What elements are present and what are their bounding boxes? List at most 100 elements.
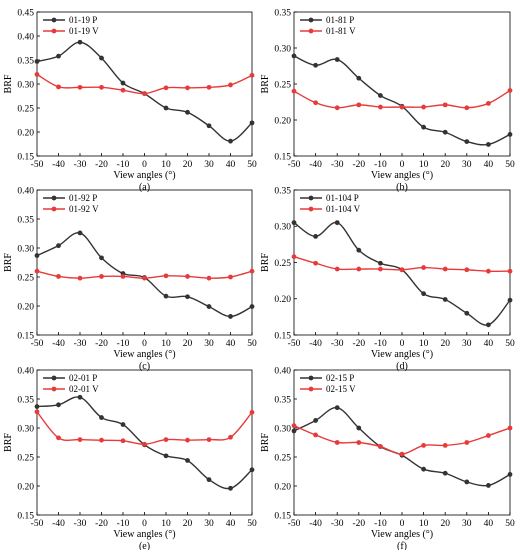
series-line-p — [293, 406, 511, 487]
data-point — [334, 405, 340, 411]
x-tick-label: -20 — [95, 160, 108, 170]
data-point — [399, 267, 405, 273]
data-point — [334, 440, 340, 445]
x-tick-label: 40 — [226, 160, 236, 170]
data-point — [291, 254, 297, 260]
y-axis-title: BRF — [260, 433, 271, 452]
y-tick-label: 0.40 — [17, 186, 34, 196]
x-tick-label: 10 — [161, 519, 171, 529]
data-point — [99, 274, 104, 279]
x-tick-label: -30 — [74, 160, 87, 170]
data-point — [486, 142, 491, 147]
data-point — [356, 440, 362, 445]
legend-label: 01-104 V — [326, 204, 361, 214]
data-point — [120, 80, 126, 86]
x-tick-label: -40 — [309, 519, 322, 529]
data-point — [34, 268, 40, 274]
x-tick-label: -50 — [288, 160, 301, 170]
data-point — [334, 220, 340, 226]
x-tick-label: 50 — [505, 339, 515, 349]
data-point — [77, 39, 83, 45]
data-point — [142, 91, 147, 96]
data-point — [356, 425, 362, 431]
panel-label: (d) — [396, 361, 408, 372]
x-tick-label: 20 — [183, 160, 193, 170]
x-tick-label: 20 — [440, 339, 450, 349]
data-point — [442, 102, 448, 108]
x-tick-label: 0 — [400, 519, 405, 529]
data-point — [228, 138, 233, 144]
series-line-p — [293, 55, 511, 146]
data-point — [421, 291, 426, 297]
x-tick-label: -40 — [309, 160, 322, 170]
data-point — [313, 234, 318, 239]
panel-label: (a) — [139, 182, 150, 193]
x-tick-label: -10 — [374, 160, 387, 170]
data-point — [163, 293, 169, 299]
y-tick-label: 0.30 — [274, 223, 291, 233]
data-point — [464, 267, 470, 273]
x-tick-label: -50 — [31, 519, 44, 529]
panel-label: (f) — [397, 541, 407, 550]
y-tick-label: 0.35 — [17, 215, 34, 225]
data-point — [34, 72, 40, 77]
data-point — [291, 428, 297, 434]
data-point — [313, 418, 318, 423]
data-point — [56, 435, 61, 441]
data-point — [99, 84, 104, 90]
data-point — [313, 432, 318, 438]
legend-swatch-marker — [51, 28, 57, 34]
data-point — [291, 88, 297, 94]
data-point — [163, 437, 169, 442]
data-point — [334, 266, 340, 272]
data-point — [206, 84, 212, 90]
legend-label: 02-01 V — [69, 384, 99, 394]
data-point — [77, 84, 83, 90]
x-tick-label: 0 — [142, 160, 147, 170]
data-point — [442, 129, 448, 135]
x-tick-label: -50 — [288, 339, 301, 349]
y-tick-label: 0.20 — [17, 482, 34, 492]
chart-panel-e: -50 -40 -30 -20 -10 0 10 20 30 40 50 0.15 0.20 0.25 0.… — [3, 366, 257, 550]
data-point — [291, 53, 297, 59]
data-point — [163, 453, 169, 459]
data-point — [56, 402, 61, 408]
data-point — [142, 275, 147, 281]
y-tick-label: 0.35 — [17, 395, 34, 405]
data-point — [291, 220, 297, 226]
y-tick-label: 0.25 — [274, 259, 291, 269]
y-tick-label: 0.35 — [274, 186, 291, 196]
y-tick-label: 0.15 — [274, 511, 291, 521]
data-point — [34, 409, 40, 415]
legend-label: 01-81 P — [326, 15, 354, 25]
panel-label: (b) — [396, 182, 408, 193]
x-tick-label: -30 — [331, 519, 344, 529]
x-axis-title: View angles (°) — [113, 349, 175, 360]
data-point — [507, 88, 513, 93]
x-tick-label: 30 — [204, 339, 214, 349]
y-tick-label: 0.35 — [274, 8, 291, 18]
data-point — [185, 458, 190, 463]
y-tick-label: 0.20 — [17, 302, 34, 312]
x-tick-label: -20 — [352, 160, 365, 170]
y-axis-title: BRF — [260, 74, 271, 93]
x-tick-label: 30 — [204, 160, 214, 170]
x-tick-label: -30 — [74, 339, 87, 349]
y-tick-label: 0.30 — [274, 424, 291, 434]
data-point — [249, 467, 255, 473]
data-point — [206, 437, 212, 442]
data-point — [206, 477, 212, 483]
data-point — [464, 440, 470, 445]
data-point — [77, 275, 83, 281]
legend-swatch-marker — [51, 375, 57, 381]
series-line-p — [293, 221, 511, 326]
data-point — [378, 444, 383, 449]
chart-panel-c: -50 -40 -30 -20 -10 0 10 20 30 40 50 0.15 0.20 0.25 0.… — [3, 186, 257, 372]
x-tick-label: -50 — [288, 519, 301, 529]
data-point — [486, 433, 491, 438]
x-tick-label: -40 — [52, 519, 65, 529]
legend-swatch-marker — [308, 206, 314, 212]
data-point — [56, 53, 61, 59]
chart-panel-d: -50 -40 -30 -20 -10 0 10 20 30 40 50 0.15 0.20 0.25 0.… — [260, 186, 515, 372]
chart-panel-b: -50 -40 -30 -20 -10 0 10 20 30 40 50 0.15 0.20 0.25 0.… — [260, 8, 515, 193]
